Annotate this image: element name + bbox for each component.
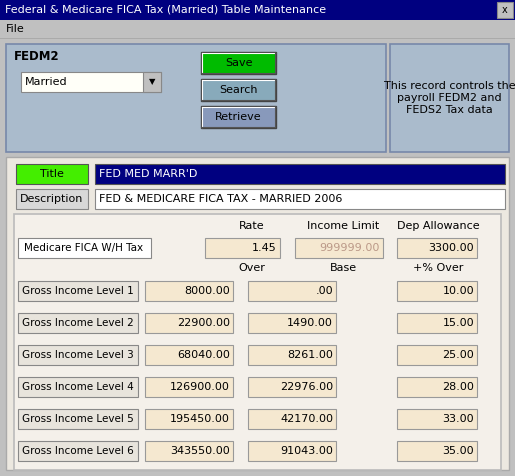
Text: 343550.00: 343550.00 — [170, 446, 230, 456]
Bar — [14, 214, 501, 470]
Bar — [95, 164, 505, 184]
Text: Save: Save — [225, 58, 252, 68]
Bar — [145, 377, 233, 397]
Text: 8000.00: 8000.00 — [184, 286, 230, 296]
Bar — [18, 377, 138, 397]
Text: 195450.00: 195450.00 — [170, 414, 230, 424]
Text: FEDM2: FEDM2 — [14, 50, 60, 62]
Bar — [201, 52, 276, 74]
Bar — [497, 2, 513, 18]
Bar — [6, 157, 509, 470]
Text: Title: Title — [40, 169, 64, 179]
Bar — [0, 0, 515, 20]
Text: 35.00: 35.00 — [442, 446, 474, 456]
Bar — [18, 345, 138, 365]
Text: Gross Income Level 2: Gross Income Level 2 — [22, 318, 134, 328]
Bar — [397, 377, 477, 397]
Bar — [248, 345, 336, 365]
Text: 126900.00: 126900.00 — [170, 382, 230, 392]
Text: 10.00: 10.00 — [442, 286, 474, 296]
Bar — [95, 189, 505, 209]
Text: Gross Income Level 1: Gross Income Level 1 — [22, 286, 134, 296]
Bar — [6, 44, 386, 152]
Text: Federal & Medicare FICA Tax (Married) Table Maintenance: Federal & Medicare FICA Tax (Married) Ta… — [5, 5, 326, 15]
Text: +% Over: +% Over — [413, 263, 463, 273]
Bar — [248, 377, 336, 397]
Text: Rate: Rate — [239, 221, 265, 231]
Text: 28.00: 28.00 — [442, 382, 474, 392]
Bar — [390, 44, 509, 152]
Text: x: x — [502, 5, 508, 15]
Bar — [18, 409, 138, 429]
Bar — [397, 281, 477, 301]
Text: Gross Income Level 6: Gross Income Level 6 — [22, 446, 134, 456]
Bar — [397, 313, 477, 333]
Bar — [205, 238, 280, 258]
Bar — [145, 313, 233, 333]
Bar — [248, 441, 336, 461]
Bar — [145, 345, 233, 365]
Bar — [397, 238, 477, 258]
Bar — [397, 441, 477, 461]
Text: 3300.00: 3300.00 — [428, 243, 474, 253]
Bar — [143, 72, 161, 92]
Text: Retrieve: Retrieve — [215, 112, 262, 122]
Text: 999999.00: 999999.00 — [320, 243, 380, 253]
Text: Medicare FICA W/H Tax: Medicare FICA W/H Tax — [24, 243, 144, 253]
Bar — [145, 281, 233, 301]
Bar — [0, 20, 515, 38]
Bar — [18, 313, 138, 333]
Bar — [295, 238, 383, 258]
Text: Married: Married — [25, 77, 67, 87]
Bar — [248, 409, 336, 429]
Text: File: File — [6, 24, 25, 34]
Text: 1.45: 1.45 — [252, 243, 277, 253]
Text: 42170.00: 42170.00 — [280, 414, 333, 424]
Text: ▼: ▼ — [149, 78, 155, 87]
Text: Gross Income Level 5: Gross Income Level 5 — [22, 414, 134, 424]
Text: Gross Income Level 4: Gross Income Level 4 — [22, 382, 134, 392]
Bar — [18, 238, 151, 258]
Text: Search: Search — [219, 85, 258, 95]
Text: 33.00: 33.00 — [442, 414, 474, 424]
Text: .00: .00 — [315, 286, 333, 296]
Text: 22976.00: 22976.00 — [280, 382, 333, 392]
Bar — [397, 409, 477, 429]
Text: Income Limit: Income Limit — [307, 221, 379, 231]
Text: 25.00: 25.00 — [442, 350, 474, 360]
Bar — [18, 441, 138, 461]
Text: Base: Base — [330, 263, 356, 273]
Bar — [201, 79, 276, 101]
Bar — [201, 106, 276, 128]
Text: FED & MEDICARE FICA TAX - MARRIED 2006: FED & MEDICARE FICA TAX - MARRIED 2006 — [99, 194, 342, 204]
Bar — [21, 72, 161, 92]
Bar — [397, 345, 477, 365]
Text: Description: Description — [20, 194, 83, 204]
Bar — [16, 189, 88, 209]
Text: Dep Allowance: Dep Allowance — [397, 221, 479, 231]
Text: 91043.00: 91043.00 — [280, 446, 333, 456]
Bar — [248, 313, 336, 333]
Text: 1490.00: 1490.00 — [287, 318, 333, 328]
Text: 22900.00: 22900.00 — [177, 318, 230, 328]
Text: Over: Over — [238, 263, 265, 273]
Bar — [18, 281, 138, 301]
Text: FED MED MARR'D: FED MED MARR'D — [99, 169, 197, 179]
Text: 8261.00: 8261.00 — [287, 350, 333, 360]
Text: Gross Income Level 3: Gross Income Level 3 — [22, 350, 134, 360]
Bar — [145, 441, 233, 461]
Bar — [145, 409, 233, 429]
Text: 68040.00: 68040.00 — [177, 350, 230, 360]
Bar — [248, 281, 336, 301]
Text: 15.00: 15.00 — [442, 318, 474, 328]
Text: This record controls the
payroll FEDM2 and
FEDS2 Tax data: This record controls the payroll FEDM2 a… — [384, 81, 515, 115]
Bar — [16, 164, 88, 184]
